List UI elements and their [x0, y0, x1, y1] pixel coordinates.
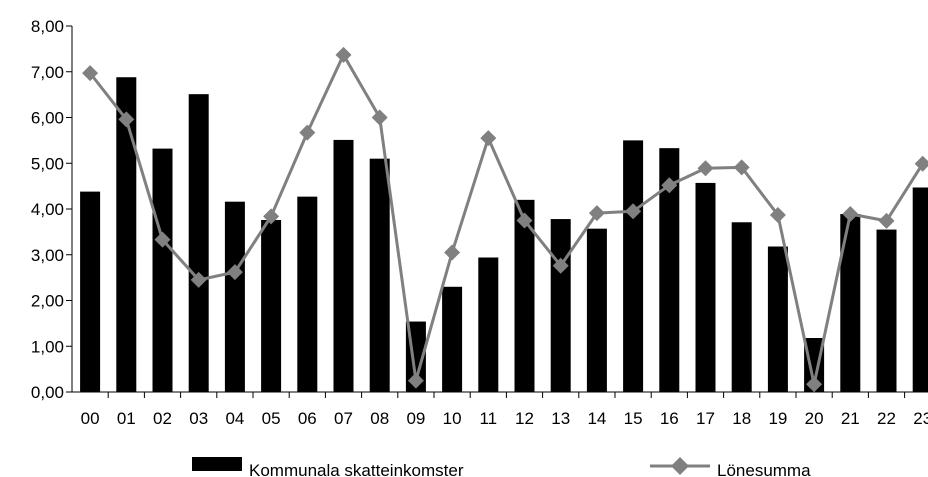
x-tick-label: 23 [913, 409, 928, 428]
bar [80, 191, 101, 392]
x-tick-label: 10 [443, 409, 462, 428]
bar [586, 228, 607, 392]
series-line [88, 53, 924, 386]
line-point [190, 271, 207, 288]
bar [876, 229, 897, 392]
y-tick-label: 8,00 [31, 17, 64, 36]
bar [369, 158, 390, 392]
line-point [480, 130, 497, 147]
line-point [697, 160, 714, 177]
x-tick-label: 12 [515, 409, 534, 428]
y-tick-label: 3,00 [31, 246, 64, 265]
line-point [806, 376, 823, 393]
x-tick-label: 08 [370, 409, 389, 428]
line-point [661, 177, 678, 194]
bar [623, 140, 644, 392]
bar [224, 201, 245, 392]
y-tick-label: 4,00 [31, 200, 64, 219]
line-point [335, 46, 352, 63]
x-tick-label: 09 [406, 409, 425, 428]
y-tick-label: 2,00 [31, 292, 64, 311]
x-tick-label: 03 [189, 409, 208, 428]
x-tick-label: 04 [225, 409, 244, 428]
legend-label-line: Lönesumma [717, 461, 811, 477]
line-point [263, 208, 280, 225]
x-tick-label: 22 [877, 409, 896, 428]
bar [188, 94, 209, 392]
legend-label-bar: Kommunala skatteinkomster [249, 461, 464, 477]
bar [550, 219, 571, 392]
plot-area: 0,00 1,00 2,00 3,00 4,00 5,00 6,00 7,00 8,00 00 01… [31, 17, 928, 428]
line-point [552, 257, 569, 274]
y-tick-label: 5,00 [31, 154, 64, 173]
line-point [588, 205, 605, 222]
x-tick-label: 18 [732, 409, 751, 428]
line-point [516, 212, 533, 229]
x-tick-label: 06 [298, 409, 317, 428]
line-point [299, 124, 316, 141]
legend-swatch-bar [192, 457, 242, 471]
line-point [154, 231, 171, 248]
x-tick-label: 19 [768, 409, 787, 428]
x-tick-label: 01 [117, 409, 136, 428]
legend-swatch-marker [671, 457, 689, 475]
bar [514, 199, 535, 392]
bar [659, 148, 680, 392]
line-point [625, 203, 642, 220]
line-point [842, 206, 859, 223]
bar [731, 222, 752, 392]
bar [152, 148, 173, 392]
bar [767, 246, 788, 392]
line-point [407, 372, 424, 389]
legend: Kommunala skatteinkomster Lönesumma [192, 457, 811, 477]
bar [912, 187, 928, 392]
bar [116, 77, 137, 393]
x-tick-label: 15 [624, 409, 643, 428]
line-point [226, 264, 243, 281]
x-tick-label: 14 [587, 409, 606, 428]
y-tick-label: 0,00 [31, 383, 64, 402]
x-tick-label: 07 [334, 409, 353, 428]
bar [840, 214, 861, 392]
x-tick-label: 11 [479, 409, 497, 428]
y-tick-label: 7,00 [31, 63, 64, 82]
x-tick-label: 00 [81, 409, 100, 428]
x-tick-label: 21 [841, 409, 860, 428]
bar [478, 257, 499, 392]
x-tick-label: 16 [660, 409, 679, 428]
y-tick-label: 6,00 [31, 109, 64, 128]
line-point [769, 206, 786, 223]
x-tick-label: 17 [696, 409, 715, 428]
bar [333, 139, 354, 392]
bar [804, 338, 825, 392]
x-tick-label: 02 [153, 409, 172, 428]
line-point [914, 155, 928, 172]
x-tick-label: 05 [262, 409, 281, 428]
line-point [444, 244, 461, 261]
x-tick-label: 13 [551, 409, 570, 428]
line-point [118, 111, 135, 128]
y-tick-label: 1,00 [31, 337, 64, 356]
x-tick-label: 20 [805, 409, 824, 428]
line-point [733, 159, 750, 176]
line-point [371, 109, 388, 126]
bar [261, 219, 282, 392]
line-point [82, 65, 99, 82]
bar [297, 196, 318, 392]
bar [695, 182, 716, 392]
line-point [878, 212, 895, 229]
bar [442, 286, 463, 392]
